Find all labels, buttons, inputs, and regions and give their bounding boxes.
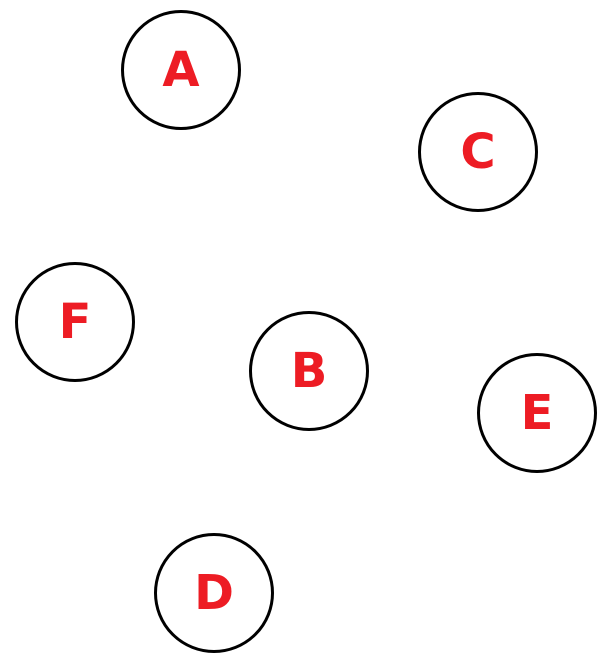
node-a: A <box>121 10 241 130</box>
node-label-f: F <box>58 294 92 350</box>
node-label-b: B <box>290 343 328 399</box>
node-c: C <box>418 92 538 212</box>
node-label-e: E <box>520 385 554 441</box>
node-label-d: D <box>194 565 234 621</box>
node-e: E <box>477 353 597 473</box>
node-d: D <box>154 533 274 653</box>
node-f: F <box>15 262 135 382</box>
node-b: B <box>249 311 369 431</box>
node-label-a: A <box>162 42 200 98</box>
node-label-c: C <box>460 124 496 180</box>
